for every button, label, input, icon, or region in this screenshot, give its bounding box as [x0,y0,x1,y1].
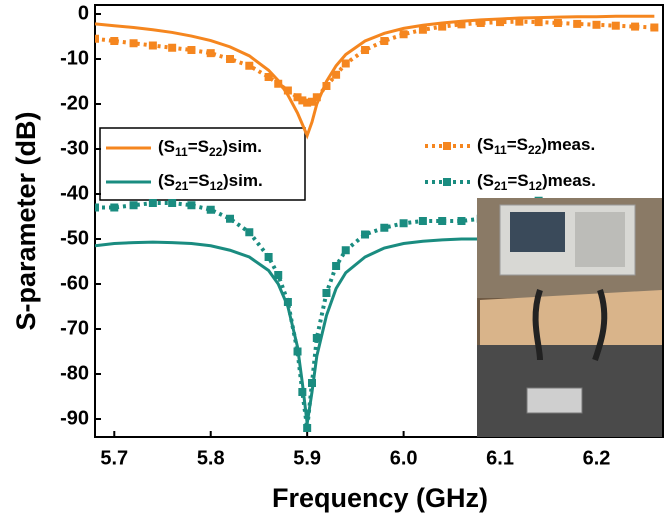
plot-frame [94,4,664,438]
data-point [332,262,341,270]
data-point [110,203,119,212]
y-tick-label: -50 [60,227,89,249]
legend-label: (S21=S12)meas. [477,171,596,193]
data-point [332,70,341,79]
y-tick-label: -90 [60,407,89,429]
data-point [341,59,350,68]
data-point [380,37,389,45]
data-point [129,201,138,210]
data-point [399,219,408,228]
data-point [274,271,283,279]
data-point [312,334,321,342]
data-point [592,20,601,29]
legend-label: (S11=S22)sim. [158,137,262,159]
x-tick-label: 6.1 [486,447,514,469]
data-point [650,23,659,32]
data-point [534,18,543,27]
data-point [206,205,215,214]
y-tick-label: -80 [60,362,89,384]
legend-marker [443,178,451,186]
data-point [264,73,273,81]
y-axis-title: S-parameter (dB) [11,111,41,330]
data-point [168,43,177,52]
data-point [95,203,99,212]
data-point [303,98,312,107]
data-point [457,20,466,29]
data-point [573,19,582,28]
x-tick-label: 5.9 [293,447,321,469]
y-tick-label: -20 [60,92,89,114]
data-point [283,86,292,95]
data-point [418,217,427,225]
data-point [274,79,283,88]
data-point [226,55,235,63]
x-tick-label: 5.8 [197,447,225,469]
legend-label: (S11=S22)meas. [477,135,595,157]
x-tick-label: 5.7 [100,447,128,469]
data-point [399,30,408,39]
data-point [307,379,316,387]
data-point [168,199,177,207]
photo-inset [477,198,662,437]
data-point [129,39,138,48]
data-point [303,424,312,432]
data-point [148,199,157,207]
data-point [418,25,427,34]
y-tick-label: 0 [78,2,89,24]
data-point [341,246,350,255]
y-tick-label: -60 [60,272,89,294]
data-point [298,388,307,396]
data-point [110,37,119,45]
y-tick-label: -40 [60,182,89,204]
legend-label: (S21=S12)sim. [158,171,263,193]
x-axis-title: Frequency (GHz) [272,483,488,513]
y-tick-label: -70 [60,317,89,339]
data-point [312,93,321,102]
data-point [361,230,370,239]
data-point [245,61,254,70]
series-line [95,14,655,140]
data-point [380,223,389,232]
data-point [631,22,640,31]
data-point [496,18,505,27]
data-point [95,34,99,43]
data-point [245,228,254,237]
data-point [515,17,524,26]
data-point [553,19,562,27]
data-point [611,21,620,30]
data-point [298,96,307,105]
legend-marker [443,142,451,150]
data-point [226,214,235,223]
data-point [187,201,196,210]
data-point [264,253,273,261]
data-point [148,41,157,50]
data-point [438,217,447,225]
data-point [283,298,292,306]
data-point [322,82,331,90]
data-point [476,19,485,27]
y-tick-label: -30 [60,137,89,159]
data-point [322,289,331,297]
x-tick-label: 6.0 [390,447,418,469]
data-point [293,347,302,356]
data-point [187,46,196,54]
data-point [293,93,302,102]
legend-box [99,127,306,201]
data-point [457,217,466,225]
data-point [206,49,215,58]
x-tick-label: 6.2 [583,447,611,469]
data-point [361,46,370,54]
data-point [307,97,316,106]
data-point [438,22,447,31]
y-tick-label: -10 [60,47,89,69]
